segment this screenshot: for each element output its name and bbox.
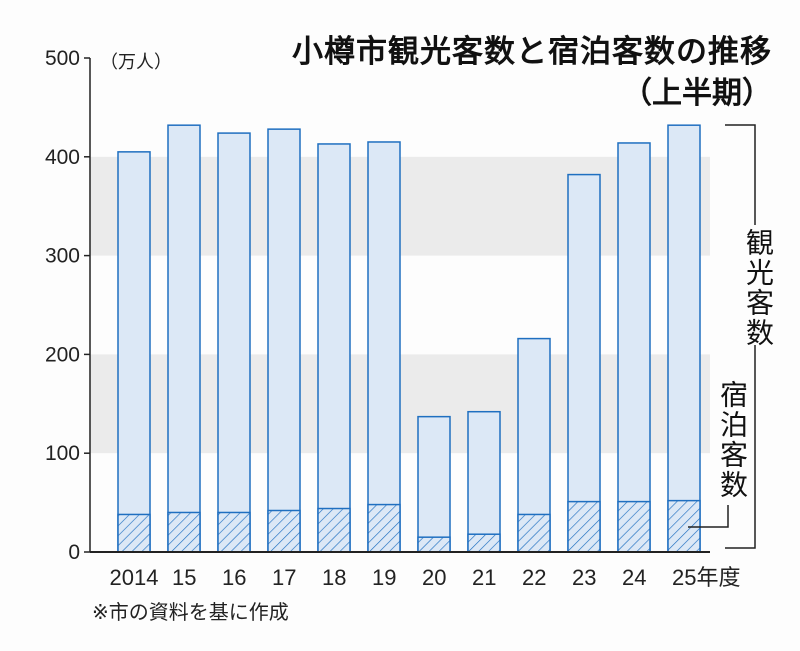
bar-visitors	[267, 128, 301, 553]
bar-overnight	[167, 511, 201, 553]
legend-visitors: 観光客数	[742, 228, 775, 348]
bar-overnight	[317, 507, 351, 553]
bracket-visitors	[725, 124, 756, 225]
y-tick-label: 100	[45, 442, 80, 465]
bar-overnight	[517, 513, 551, 553]
y-tick-label: 500	[45, 47, 80, 70]
bar-overnight	[267, 509, 301, 553]
bar-overnight	[117, 513, 151, 553]
x-tick-label: 23	[572, 565, 596, 590]
x-tick-label: 18	[322, 565, 346, 590]
bar-visitors	[117, 151, 151, 553]
y-tick-label: 300	[45, 245, 80, 268]
bar-overnight	[567, 500, 601, 553]
bar-overnight	[417, 536, 451, 553]
x-tick-label: 15	[172, 565, 196, 590]
x-tick-label: 20	[422, 565, 446, 590]
chart-subtitle: （上半期）	[622, 76, 772, 111]
x-tick-label: 17	[272, 565, 296, 590]
x-tick-label: 25年度	[672, 565, 740, 590]
bar-overnight	[217, 511, 251, 553]
bar-overnight	[617, 500, 651, 553]
bracket-visitors-lower	[725, 345, 756, 549]
bar-visitors	[617, 142, 651, 553]
bar-visitors	[367, 141, 401, 553]
bracket-overnight	[688, 505, 729, 528]
bar-overnight	[467, 533, 501, 553]
bar-overnight	[367, 503, 401, 553]
y-axis-unit: （万人）	[100, 52, 172, 73]
bar-visitors	[417, 415, 451, 553]
bar-visitors	[317, 143, 351, 553]
bar-visitors	[167, 124, 201, 553]
x-tick-label: 19	[372, 565, 396, 590]
bar-visitors	[217, 132, 251, 553]
x-tick-label: 2014	[110, 565, 159, 590]
bar-visitors	[567, 173, 601, 553]
bar-visitors	[667, 124, 701, 553]
x-tick-label: 21	[472, 565, 496, 590]
legend-overnight: 宿泊客数	[716, 380, 749, 500]
x-tick-label: 22	[522, 565, 546, 590]
x-tick-label: 16	[222, 565, 246, 590]
bar-visitors	[467, 410, 501, 553]
source-note: ※市の資料を基に作成	[92, 600, 289, 624]
x-tick-label: 24	[622, 565, 646, 590]
y-tick-label: 200	[45, 343, 80, 366]
y-tick-label: 400	[45, 146, 80, 169]
chart-title: 小樽市観光客数と宿泊客数の推移	[292, 34, 772, 70]
y-tick-label: 0	[68, 541, 80, 564]
